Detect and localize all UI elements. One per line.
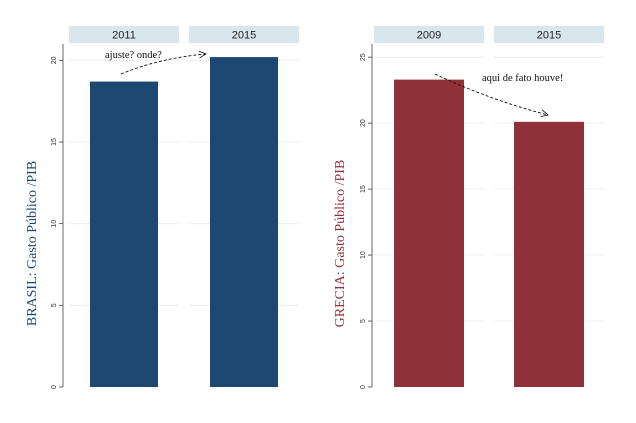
panel-strip [494, 26, 604, 43]
panel-strip [189, 26, 299, 43]
bar [90, 81, 158, 388]
bar [394, 79, 464, 387]
bar [210, 57, 278, 388]
y-tick-label: 5 [360, 319, 367, 323]
panel-strip [374, 26, 484, 43]
panel-label: 2015 [232, 30, 256, 42]
y-tick-label: 10 [360, 251, 367, 259]
panel-label: 2011 [112, 30, 136, 42]
y-tick-label: 0 [360, 385, 367, 389]
y-tick-label: 0 [51, 385, 58, 389]
y-tick-label: 15 [51, 138, 58, 146]
annotation-text: aqui de fato houve! [482, 73, 563, 84]
bar [514, 121, 584, 387]
y-axis-label: GRECIA: Gasto Público /PIB [333, 160, 348, 328]
y-tick-label: 25 [360, 53, 367, 61]
chart-1: 0 5 10 15 20 BRASIL: Gasto Público /PIB 2011 20… [25, 26, 299, 389]
panel-strip [69, 26, 179, 43]
y-axis-label: BRASIL: Gasto Público /PIB [25, 161, 40, 326]
y-tick-label: 20 [51, 56, 58, 64]
chart-2: 0 5 10 15 20 25 GRECIA: Gasto Público /PIB 2009… [333, 26, 604, 389]
annotation-arrow [434, 73, 548, 115]
panel-label: 2015 [537, 30, 561, 42]
panel-label: 2009 [417, 30, 441, 42]
y-tick-label: 5 [51, 303, 58, 307]
y-tick-label: 15 [360, 185, 367, 193]
y-tick-label: 10 [51, 220, 58, 228]
annotation-arrow [120, 54, 206, 75]
annotation-text: ajuste? onde? [105, 50, 162, 61]
y-tick-label: 20 [360, 119, 367, 127]
